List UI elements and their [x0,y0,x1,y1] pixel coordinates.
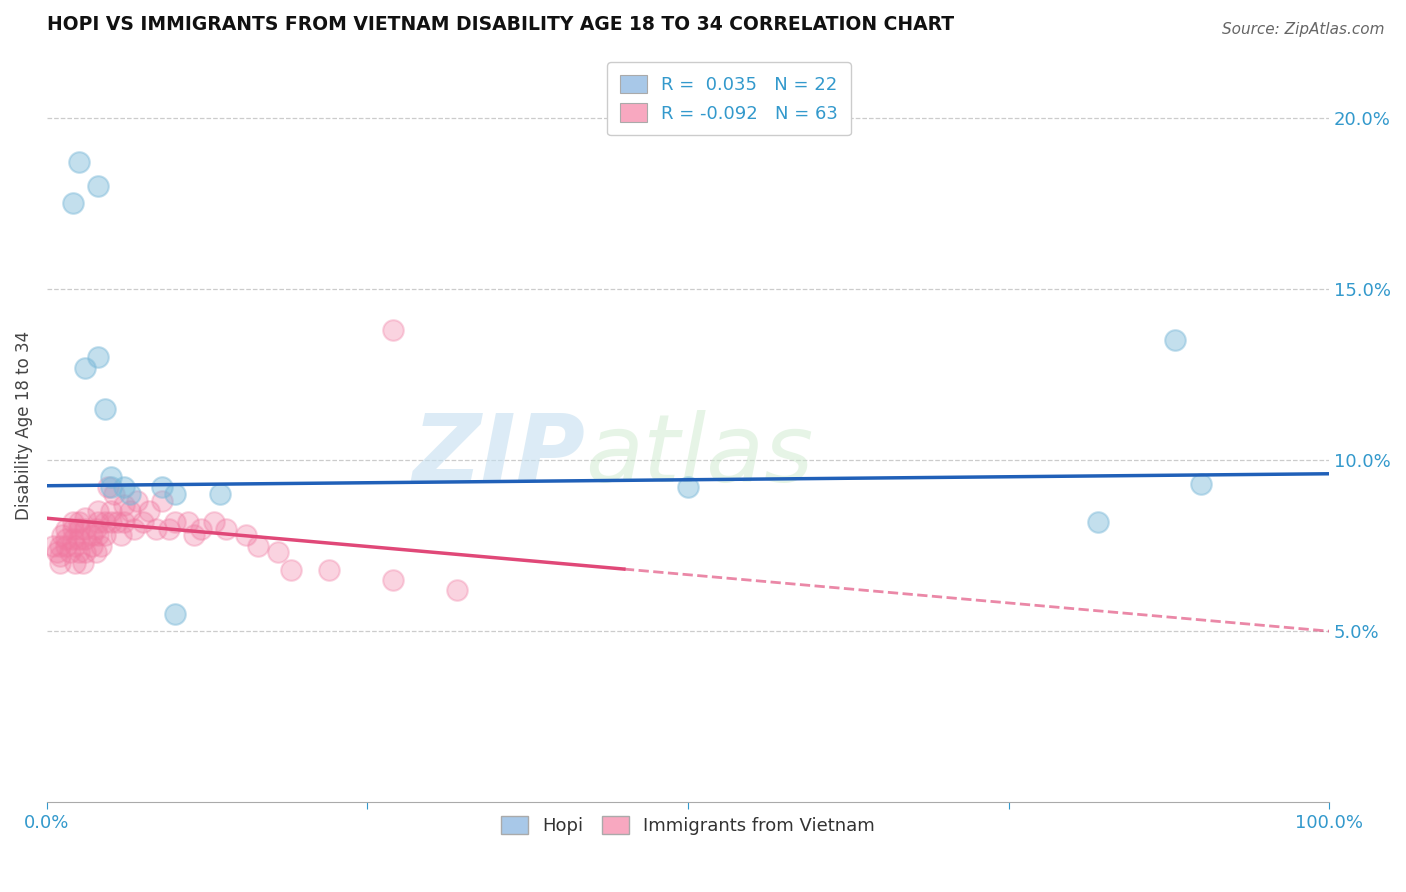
Point [676,480,699,494]
Point [75,545,97,559]
Point [122,522,145,536]
Point [150,494,173,508]
Y-axis label: Disability Age 18 to 34: Disability Age 18 to 34 [15,331,32,520]
Point [48,549,70,563]
Point [280,563,302,577]
Point [84,522,107,536]
Point [87,351,110,365]
Point [112,515,135,529]
Point [215,522,238,536]
Point [125,494,148,508]
Point [42,539,65,553]
Point [72,556,94,570]
Point [107,515,129,529]
Point [55,532,77,546]
Point [67,522,90,536]
Point [87,504,110,518]
Legend: Hopi, Immigrants from Vietnam: Hopi, Immigrants from Vietnam [491,805,886,846]
Point [63,556,86,570]
Point [1087,515,1109,529]
Point [267,545,290,559]
Point [97,480,120,494]
Text: atlas: atlas [585,410,814,501]
Point [382,323,405,337]
Point [63,539,86,553]
Point [90,539,112,553]
Point [235,528,257,542]
Point [93,528,115,542]
Text: ZIP: ZIP [412,410,585,502]
Point [100,480,122,494]
Point [75,360,97,375]
Point [62,515,84,529]
Point [67,515,90,529]
Point [202,515,225,529]
Point [75,522,97,536]
Point [145,522,167,536]
Point [110,528,132,542]
Point [62,532,84,546]
Point [62,196,84,211]
Point [67,155,90,169]
Point [183,528,205,542]
Point [67,532,90,546]
Point [177,515,200,529]
Point [247,539,270,553]
Point [165,607,187,621]
Point [1164,334,1187,348]
Point [93,515,115,529]
Point [1189,477,1212,491]
Point [103,487,125,501]
Point [112,480,135,494]
Point [46,545,69,559]
Point [55,539,77,553]
Point [80,528,103,542]
Point [165,487,187,501]
Point [87,528,110,542]
Point [80,539,103,553]
Point [150,480,173,494]
Point [87,515,110,529]
Point [55,522,77,536]
Point [75,532,97,546]
Point [157,522,180,536]
Point [120,487,142,501]
Point [446,583,468,598]
Point [51,528,73,542]
Point [93,401,115,416]
Point [87,179,110,194]
Point [138,504,160,518]
Point [318,563,340,577]
Point [112,498,135,512]
Point [190,522,212,536]
Point [48,556,70,570]
Point [132,515,155,529]
Point [48,539,70,553]
Text: HOPI VS IMMIGRANTS FROM VIETNAM DISABILITY AGE 18 TO 34 CORRELATION CHART: HOPI VS IMMIGRANTS FROM VIETNAM DISABILI… [46,15,955,34]
Point [208,487,231,501]
Point [84,545,107,559]
Point [382,573,405,587]
Point [62,522,84,536]
Point [165,515,187,529]
Point [59,545,82,559]
Point [120,504,142,518]
Point [100,504,122,518]
Point [100,470,122,484]
Text: Source: ZipAtlas.com: Source: ZipAtlas.com [1222,22,1385,37]
Point [75,511,97,525]
Point [67,545,90,559]
Point [100,515,122,529]
